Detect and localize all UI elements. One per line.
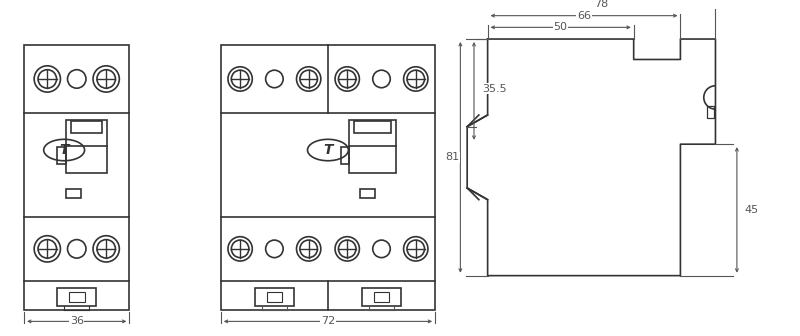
Text: 72: 72	[321, 317, 335, 326]
Text: 78: 78	[594, 0, 609, 9]
Bar	[706, 106, 714, 118]
Bar	[58, 146, 66, 164]
Text: T: T	[323, 143, 333, 157]
Text: 50: 50	[554, 23, 568, 32]
Bar	[350, 120, 396, 173]
Bar	[58, 288, 96, 306]
Bar	[69, 292, 85, 302]
Text: 81: 81	[446, 152, 460, 162]
Bar	[360, 189, 375, 198]
Bar	[362, 288, 401, 306]
Text: T: T	[59, 143, 69, 157]
Bar	[255, 288, 294, 306]
Bar	[374, 292, 390, 302]
Bar	[341, 146, 350, 164]
Bar	[354, 121, 391, 133]
Bar	[66, 189, 82, 198]
Bar	[24, 45, 130, 310]
Text: 36: 36	[70, 317, 84, 326]
Text: 35.5: 35.5	[482, 84, 506, 94]
Text: 66: 66	[577, 11, 591, 21]
Bar	[71, 121, 102, 133]
Text: 45: 45	[745, 205, 759, 215]
Bar	[221, 45, 435, 310]
Bar	[66, 120, 107, 173]
Bar	[266, 292, 282, 302]
